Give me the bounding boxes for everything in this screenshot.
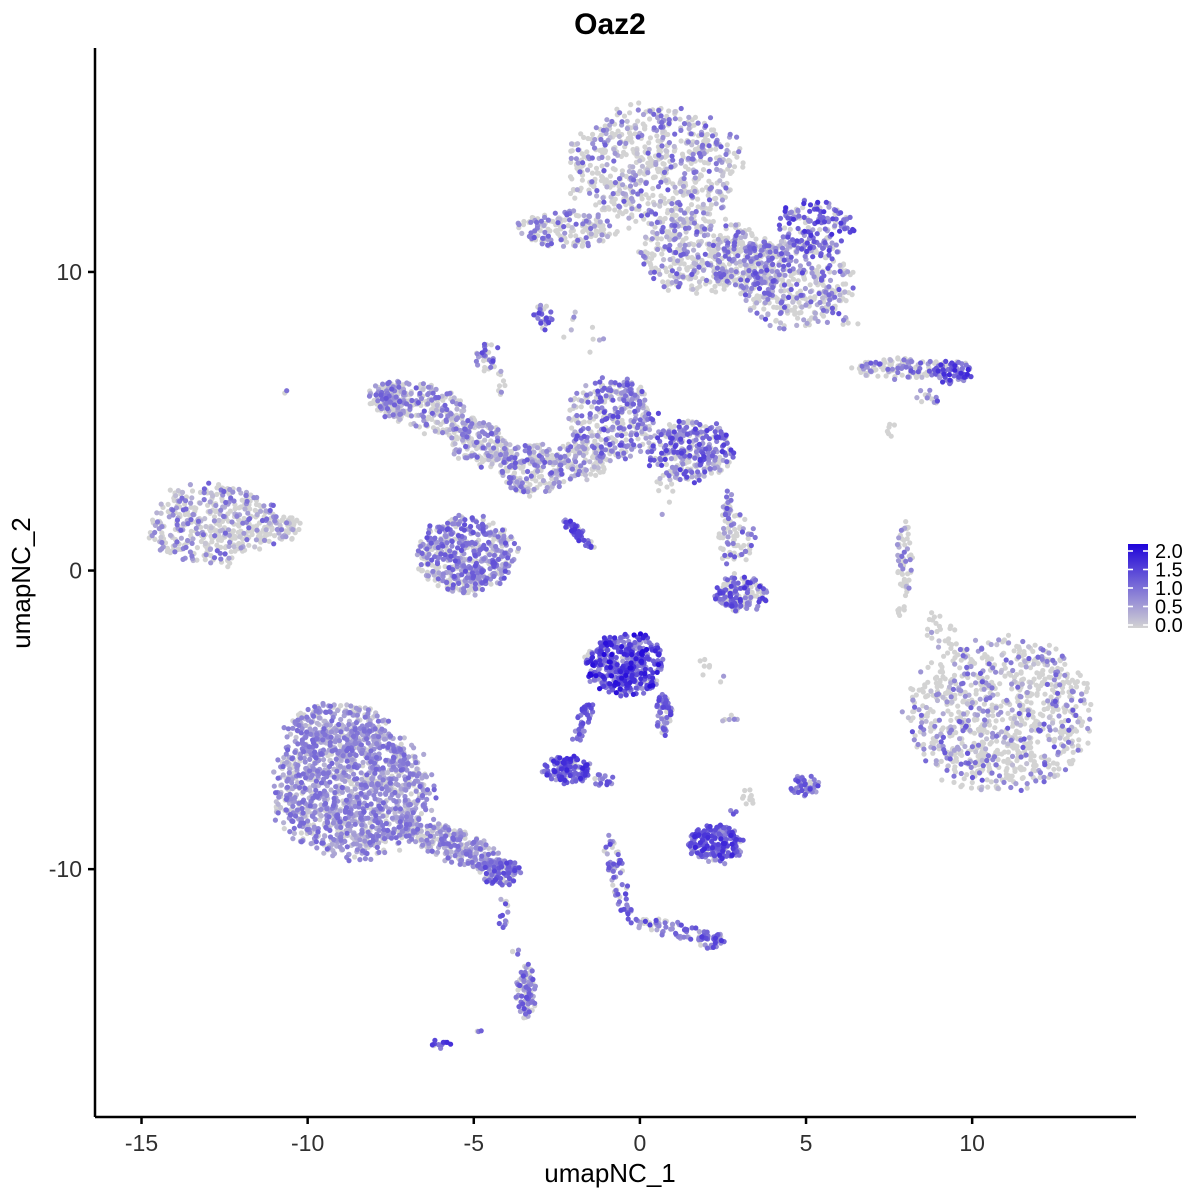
expression-legend: 2.01.51.00.50.0 <box>1128 541 1183 637</box>
y-axis-ticks: 10 0 -10 <box>49 259 95 882</box>
x-tick-label: -15 <box>125 1130 158 1156</box>
legend-tick-label: 2.0 <box>1155 541 1183 563</box>
x-tick-label: 5 <box>800 1130 813 1156</box>
plot-title: Oaz2 <box>574 8 646 41</box>
legend-gradient-bar <box>1128 544 1148 628</box>
x-tick-label: -10 <box>291 1130 324 1156</box>
x-axis-ticks: -15 -10 -5 0 5 10 <box>125 1117 985 1156</box>
y-tick-label: 0 <box>69 558 82 584</box>
umap-point-cloud <box>146 100 1094 1051</box>
y-tick-label: 10 <box>56 259 82 285</box>
x-tick-label: -5 <box>464 1130 484 1156</box>
y-axis-title: umapNC_2 <box>6 517 36 649</box>
y-tick-label: -10 <box>49 856 82 882</box>
legend-tick-label: 1.5 <box>1155 560 1183 582</box>
x-tick-label: 0 <box>634 1130 647 1156</box>
legend-tick-label: 0.5 <box>1155 597 1183 619</box>
x-axis-title: umapNC_1 <box>544 1158 676 1188</box>
x-tick-label: 10 <box>959 1130 985 1156</box>
legend-tick-label: 1.0 <box>1155 578 1183 600</box>
legend-tick-labels: 2.01.51.00.50.0 <box>1128 541 1183 637</box>
legend-tick-label: 0.0 <box>1155 615 1183 637</box>
